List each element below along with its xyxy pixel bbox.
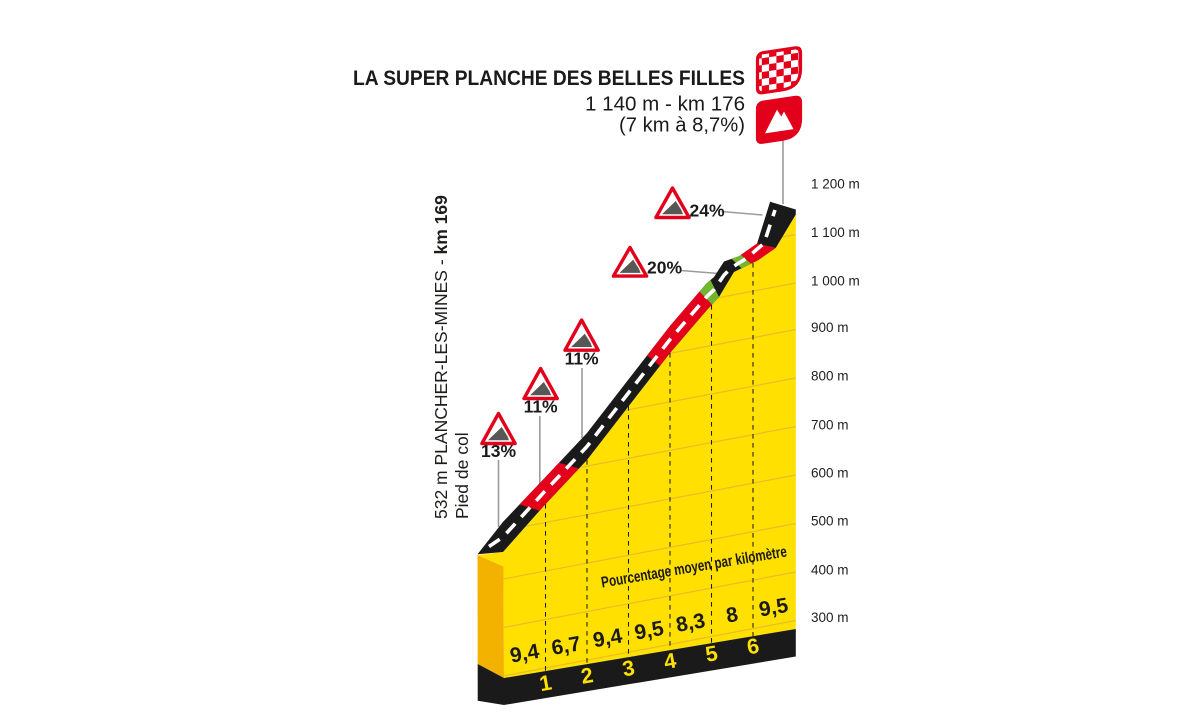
svg-text:1 000 m: 1 000 m xyxy=(811,274,860,289)
svg-text:1 200 m: 1 200 m xyxy=(811,177,860,192)
svg-text:8: 8 xyxy=(724,603,740,628)
svg-text:300 m: 300 m xyxy=(811,610,849,625)
svg-text:9,4: 9,4 xyxy=(508,640,541,668)
svg-text:8,3: 8,3 xyxy=(674,609,707,637)
svg-text:20%: 20% xyxy=(647,258,682,278)
svg-text:700 m: 700 m xyxy=(811,418,849,433)
svg-text:6,7: 6,7 xyxy=(550,632,583,660)
svg-text:4: 4 xyxy=(662,648,678,674)
svg-text:3: 3 xyxy=(621,656,637,682)
svg-text:600 m: 600 m xyxy=(811,466,849,481)
svg-text:13%: 13% xyxy=(481,441,516,461)
svg-text:9,5: 9,5 xyxy=(633,617,666,645)
svg-text:9,5: 9,5 xyxy=(757,594,790,622)
svg-text:5: 5 xyxy=(704,641,720,667)
svg-text:500 m: 500 m xyxy=(811,514,849,529)
svg-text:6: 6 xyxy=(745,634,761,660)
svg-text:1: 1 xyxy=(538,670,554,696)
svg-text:(7 km à 8,7%): (7 km à 8,7%) xyxy=(619,115,745,137)
svg-text:1 100 m: 1 100 m xyxy=(811,225,860,240)
svg-text:LA SUPER PLANCHE DES BELLES FI: LA SUPER PLANCHE DES BELLES FILLES xyxy=(353,66,745,90)
svg-text:11%: 11% xyxy=(524,397,558,417)
svg-text:24%: 24% xyxy=(689,201,724,221)
svg-text:Pied de col: Pied de col xyxy=(452,432,472,519)
svg-text:2: 2 xyxy=(579,663,595,689)
svg-text:800 m: 800 m xyxy=(811,369,849,384)
svg-text:9,4: 9,4 xyxy=(591,624,624,652)
svg-text:11%: 11% xyxy=(565,349,599,369)
svg-text:900 m: 900 m xyxy=(811,320,849,335)
svg-text:400 m: 400 m xyxy=(811,563,849,578)
svg-text:532 m PLANCHER-LES-MINES - km: 532 m PLANCHER-LES-MINES - km 169 xyxy=(431,195,451,519)
svg-text:1 140 m - km 176: 1 140 m - km 176 xyxy=(585,94,745,116)
